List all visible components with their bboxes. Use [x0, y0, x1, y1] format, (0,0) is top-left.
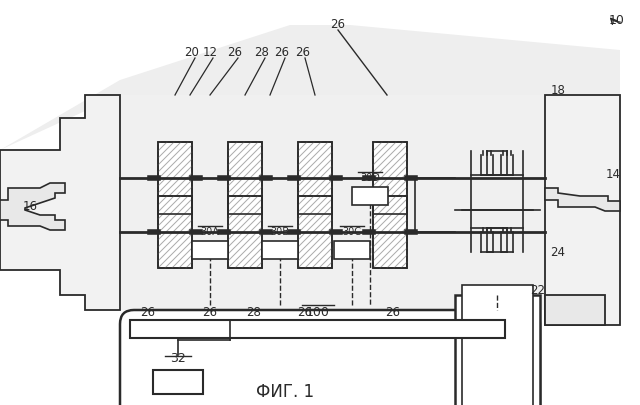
- Text: 26: 26: [275, 45, 289, 58]
- Text: 10: 10: [609, 13, 625, 26]
- Text: 30D: 30D: [360, 173, 380, 183]
- Text: 30A: 30A: [200, 227, 220, 237]
- Bar: [334, 241, 370, 259]
- Bar: [298, 142, 332, 214]
- Bar: [228, 142, 262, 214]
- Text: 30B: 30B: [271, 227, 289, 237]
- Bar: [298, 142, 332, 214]
- Bar: [373, 142, 407, 214]
- Text: 26: 26: [330, 17, 346, 30]
- Polygon shape: [545, 295, 605, 325]
- Bar: [130, 320, 505, 338]
- Bar: [153, 370, 203, 394]
- Bar: [373, 196, 407, 268]
- Bar: [462, 285, 533, 405]
- Bar: [158, 196, 192, 268]
- Text: 24: 24: [550, 247, 566, 260]
- Text: 26: 26: [298, 307, 312, 320]
- Text: 100: 100: [306, 305, 330, 318]
- Text: 26: 26: [296, 45, 310, 58]
- Bar: [228, 142, 262, 214]
- Bar: [298, 196, 332, 268]
- Bar: [373, 196, 407, 268]
- Polygon shape: [545, 188, 620, 211]
- Bar: [158, 142, 192, 214]
- Bar: [455, 295, 540, 405]
- Polygon shape: [545, 95, 620, 325]
- Text: 26: 26: [141, 307, 156, 320]
- Bar: [158, 142, 192, 214]
- Text: 26: 26: [385, 307, 401, 320]
- Text: 22: 22: [531, 284, 545, 296]
- Bar: [352, 187, 388, 205]
- FancyBboxPatch shape: [120, 310, 540, 405]
- Bar: [262, 241, 298, 259]
- Bar: [192, 241, 228, 259]
- Text: 26: 26: [202, 307, 218, 320]
- Text: 14: 14: [605, 168, 621, 181]
- Text: 18: 18: [550, 83, 565, 96]
- Text: 16: 16: [22, 200, 38, 213]
- Bar: [298, 196, 332, 268]
- Text: 30C: 30C: [342, 227, 362, 237]
- Bar: [228, 196, 262, 268]
- Text: 12: 12: [202, 45, 218, 58]
- Text: 20: 20: [184, 45, 200, 58]
- Bar: [228, 196, 262, 268]
- Text: 32: 32: [170, 352, 186, 365]
- Text: 26: 26: [227, 45, 243, 58]
- Polygon shape: [0, 183, 65, 230]
- Text: 28: 28: [246, 307, 261, 320]
- Polygon shape: [0, 25, 620, 150]
- Text: ФИГ. 1: ФИГ. 1: [256, 383, 314, 401]
- Bar: [373, 142, 407, 214]
- Polygon shape: [120, 95, 620, 310]
- Polygon shape: [0, 95, 120, 310]
- Bar: [158, 196, 192, 268]
- Text: 28: 28: [255, 45, 269, 58]
